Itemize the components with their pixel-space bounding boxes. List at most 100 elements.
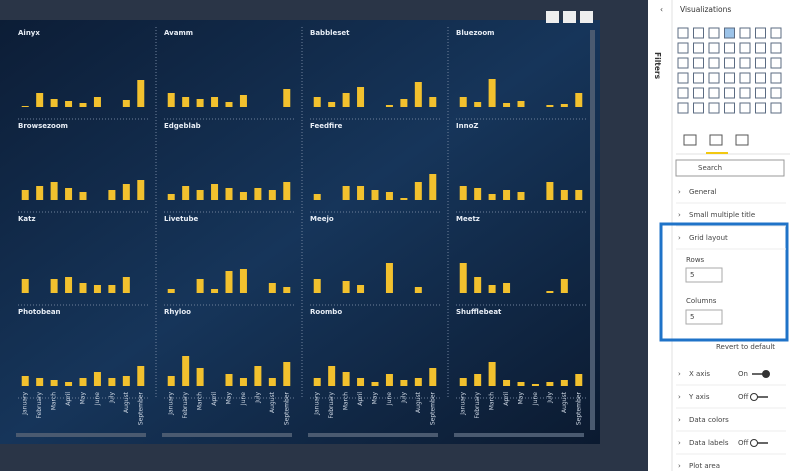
columns-label: Columns (686, 297, 717, 305)
viz-icon[interactable] (770, 102, 782, 114)
viz-icon[interactable] (724, 57, 735, 69)
section-label[interactable]: Plot area (689, 462, 720, 470)
viz-icon[interactable] (724, 87, 735, 99)
v-scrollbar[interactable] (590, 30, 595, 430)
viz-icon[interactable] (755, 27, 766, 39)
viz-icon[interactable] (724, 102, 735, 114)
viz-icon[interactable] (693, 72, 704, 84)
viz-icon[interactable] (708, 27, 720, 39)
filters-label[interactable]: Filters (653, 52, 662, 80)
viz-icon[interactable] (739, 72, 751, 84)
h-scrollbar[interactable] (162, 433, 292, 437)
viz-icon[interactable] (677, 72, 689, 84)
viz-icon[interactable] (677, 57, 689, 69)
pane-tab[interactable] (709, 134, 723, 146)
columns-value: 5 (690, 313, 694, 321)
focus-icon[interactable] (563, 11, 576, 23)
section-label[interactable]: Data labels (689, 439, 729, 447)
viz-icon[interactable] (693, 27, 704, 39)
bar (211, 97, 219, 107)
viz-icon[interactable] (677, 102, 689, 114)
bar (503, 190, 511, 200)
toggle-knob[interactable] (750, 439, 758, 447)
viz-icon[interactable] (770, 72, 782, 84)
panel-title: Edgeblab (164, 122, 201, 130)
bar (65, 277, 73, 293)
highlight-box (659, 222, 789, 342)
bar (167, 376, 175, 386)
viz-icon[interactable] (724, 27, 735, 39)
viz-icon[interactable] (677, 27, 689, 39)
viz-icon[interactable] (755, 72, 766, 84)
viz-icon[interactable] (770, 87, 782, 99)
search-box[interactable] (675, 159, 785, 177)
viz-icon[interactable] (708, 72, 720, 84)
section-chevron[interactable]: › (678, 439, 681, 447)
h-scrollbar[interactable] (16, 433, 146, 437)
viz-icon[interactable] (708, 102, 720, 114)
viz-icon[interactable] (755, 102, 766, 114)
x-tick-label: May (80, 392, 87, 405)
viz-icon[interactable] (770, 42, 782, 54)
revert-link[interactable]: Revert to default (716, 343, 775, 351)
viz-icon[interactable] (708, 42, 720, 54)
more-icon[interactable] (580, 11, 593, 23)
section-chevron[interactable]: › (678, 370, 681, 378)
section-label[interactable]: Data colors (689, 416, 729, 424)
bar (268, 190, 276, 200)
section-chevron[interactable]: › (678, 393, 681, 401)
viz-icons (677, 27, 782, 146)
viz-icon[interactable] (724, 72, 735, 84)
bar (546, 105, 554, 107)
viz-icon[interactable] (708, 57, 720, 69)
toggle-knob[interactable] (750, 393, 758, 401)
viz-icon[interactable] (755, 57, 766, 69)
viz-icon[interactable] (693, 87, 704, 99)
bar (283, 362, 291, 386)
viz-icon[interactable] (739, 42, 751, 54)
section-chevron[interactable]: › (678, 416, 681, 424)
viz-icon[interactable] (693, 57, 704, 69)
h-scrollbar[interactable] (308, 433, 438, 437)
viz-icon[interactable] (739, 87, 751, 99)
bar (65, 101, 73, 107)
toggle-knob[interactable] (762, 370, 770, 378)
section-label[interactable]: Small multiple title (689, 211, 755, 219)
filter-icon[interactable] (546, 11, 559, 23)
section-label[interactable]: General (689, 188, 717, 196)
viz-icon[interactable] (724, 42, 735, 54)
section-chevron[interactable]: › (678, 462, 681, 470)
viz-icon[interactable] (677, 42, 689, 54)
bar (313, 194, 321, 200)
viz-icon[interactable] (693, 102, 704, 114)
viz-icon[interactable] (739, 57, 751, 69)
bar (283, 287, 291, 293)
pane-tab[interactable] (735, 134, 749, 146)
collapse[interactable]: ‹ (660, 5, 663, 14)
section-chevron[interactable]: › (678, 188, 681, 196)
viz-icon[interactable] (739, 102, 751, 114)
viz-icon[interactable] (770, 27, 782, 39)
section-label[interactable]: Grid layout (689, 234, 728, 242)
section-label[interactable]: X axis (689, 370, 710, 378)
viz-icon[interactable] (739, 27, 751, 39)
viz-icon[interactable] (693, 42, 704, 54)
section-chevron[interactable]: › (678, 234, 681, 242)
toggle-state: Off (738, 439, 749, 447)
section-chevron[interactable]: › (678, 211, 681, 219)
viz-icon[interactable] (770, 57, 782, 69)
viz-icon[interactable] (708, 87, 720, 99)
section-label[interactable]: Y axis (688, 393, 710, 401)
bar (79, 103, 87, 107)
columns-input[interactable] (685, 309, 723, 325)
x-tick-label: August (561, 391, 568, 413)
viz-icon[interactable] (677, 87, 689, 99)
viz-icon[interactable] (755, 42, 766, 54)
bar (429, 368, 437, 386)
h-scrollbar[interactable] (454, 433, 584, 437)
bar (414, 378, 422, 386)
bar (36, 93, 44, 107)
viz-icon[interactable] (755, 87, 766, 99)
pane-tab[interactable] (683, 134, 697, 146)
rows-input[interactable] (685, 267, 723, 283)
